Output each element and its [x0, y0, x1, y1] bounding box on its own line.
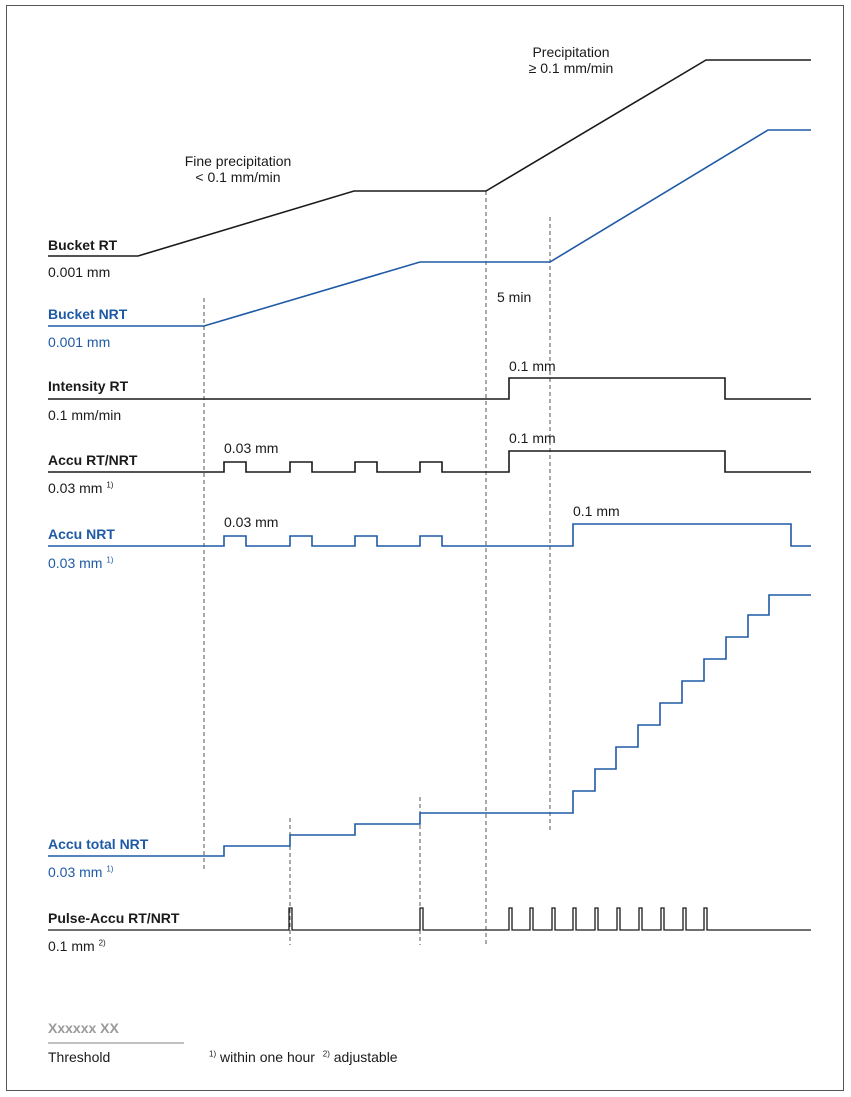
- signal-resolution-bucket-nrt: 0.001 mm: [48, 334, 110, 350]
- resolution-text: 0.1 mm/min: [48, 407, 122, 423]
- fine-precipitation-annotation: Fine precipitation < 0.1 mm/min: [150, 153, 326, 185]
- accu-nrt-large-label: 0.1 mm: [573, 503, 620, 519]
- footnote-mark: 1): [106, 480, 114, 490]
- precipitation-annotation: Precipitation ≥ 0.1 mm/min: [490, 44, 652, 76]
- footnote-mark: 2): [98, 938, 106, 948]
- resolution-text: 0.1 mm: [48, 938, 95, 954]
- signal-name-intensity-rt: Intensity RT: [48, 378, 129, 394]
- signal-resolution-bucket-rt: 0.001 mm: [48, 264, 110, 280]
- legend-footnotes: 1) within one hour 2) adjustable: [209, 1049, 398, 1065]
- signal-name-accu-rt-nrt: Accu RT/NRT: [48, 452, 138, 468]
- intensity-rt-trace: [48, 377, 811, 400]
- resolution-text: 0.03 mm: [48, 480, 103, 496]
- signal-name-bucket-rt: Bucket RT: [48, 237, 118, 253]
- bucket-rt-trace: [48, 59, 811, 257]
- accu-nrt-trace: [48, 523, 811, 547]
- signal-name-bucket-nrt: Bucket NRT: [48, 306, 128, 322]
- fine-precipitation-line1: Fine precipitation: [184, 153, 292, 169]
- accu-nrt-small-label: 0.03 mm: [224, 514, 279, 530]
- intensity-pulse-label: 0.1 mm: [509, 358, 556, 374]
- resolution-text: 0.001 mm: [48, 334, 111, 350]
- signal-resolution-accu-nrt: 0.03 mm 1): [48, 555, 113, 571]
- pulse-accu-trace: [48, 907, 811, 931]
- bucket-nrt-trace: [48, 129, 811, 327]
- resolution-text: 0.03 mm: [48, 555, 103, 571]
- resolution-text: 0.001 mm: [48, 264, 111, 280]
- accu-rt-large-label: 0.1 mm: [509, 430, 556, 446]
- signal-resolution-accu-rt-nrt: 0.03 mm 1): [48, 480, 113, 496]
- footnote-mark: 1): [106, 864, 114, 874]
- precipitation-line1: Precipitation: [532, 44, 610, 60]
- five-min-label: 5 min: [497, 289, 532, 305]
- accu-rt-nrt-trace: [48, 450, 811, 473]
- diagram-frame: [6, 5, 844, 1091]
- footnote2-mark: 2): [322, 1049, 330, 1059]
- signal-resolution-intensity-rt: 0.1 mm/min: [48, 407, 121, 423]
- signal-name-pulse-accu: Pulse-Accu RT/NRT: [48, 910, 180, 926]
- footnote2-text: adjustable: [333, 1049, 398, 1065]
- signal-name-accu-total-nrt: Accu total NRT: [48, 836, 149, 852]
- signal-resolution-accu-total-nrt: 0.03 mm 1): [48, 864, 113, 880]
- accu-total-nrt-trace: [48, 594, 811, 857]
- legend-placeholder: Xxxxxx XX: [48, 1020, 119, 1036]
- footnote1-mark: 1): [209, 1049, 217, 1059]
- footnote-mark: 1): [106, 555, 114, 565]
- resolution-text: 0.03 mm: [48, 864, 103, 880]
- signal-resolution-pulse-accu: 0.1 mm 2): [48, 938, 106, 954]
- footnote1-text: within one hour: [220, 1049, 315, 1065]
- legend-caption: Threshold: [48, 1049, 111, 1065]
- accu-rt-small-label: 0.03 mm: [224, 440, 279, 456]
- fine-precipitation-line2: < 0.1 mm/min: [195, 169, 281, 185]
- signal-name-accu-nrt: Accu NRT: [48, 526, 115, 542]
- precipitation-line2: ≥ 0.1 mm/min: [528, 60, 614, 76]
